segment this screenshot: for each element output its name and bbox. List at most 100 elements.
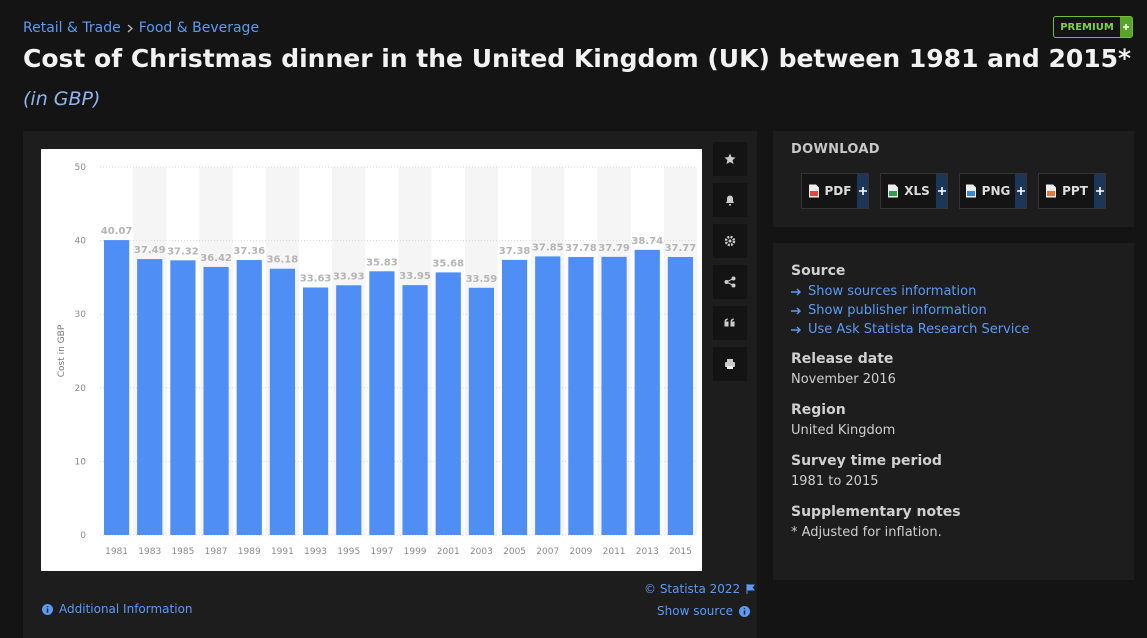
file-badge: [889, 191, 898, 196]
value-label: 33.63: [300, 273, 332, 284]
detail-text: November 2016: [791, 372, 896, 387]
value-label: 40.07: [101, 226, 133, 237]
value-label: 38.74: [631, 236, 663, 247]
share-button[interactable]: [713, 265, 747, 299]
bar: [269, 268, 296, 535]
badge-plus: [1120, 17, 1132, 37]
plus-shape: [1095, 187, 1104, 195]
bar: [236, 260, 262, 535]
button-label: PNG: [981, 184, 1011, 198]
detail-text: * Adjusted for inflation.: [791, 525, 942, 540]
value-label: 37.77: [665, 243, 697, 254]
print-button[interactable]: [713, 347, 747, 381]
y-tick-label: 20: [75, 384, 87, 394]
breadcrumb: Retail & Trade Food & Beverage: [23, 20, 259, 36]
x-tick-label: 1987: [205, 547, 228, 557]
cite-button[interactable]: [713, 306, 747, 340]
badge-text: PREMIUM: [1060, 21, 1114, 33]
copyright-text: © Statista 2022: [644, 582, 741, 596]
value-label: 37.49: [134, 245, 166, 256]
source-link[interactable]: Use Ask Statista Research Service: [791, 322, 1030, 337]
arrow-icon: [791, 307, 801, 314]
x-tick-label: 1993: [304, 547, 327, 557]
value-label: 36.18: [267, 255, 299, 266]
bar: [137, 259, 163, 535]
button-label-wrap: PDF: [802, 174, 857, 208]
chart-tools: [713, 142, 747, 388]
breadcrumb-link[interactable]: Food & Beverage: [138, 20, 260, 36]
button-plus: [1015, 174, 1026, 208]
x-tick-label: 1999: [404, 547, 427, 557]
bar: [336, 285, 362, 535]
settings-button[interactable]: [713, 224, 747, 258]
y-tick-label: 30: [75, 310, 87, 320]
x-tick-label: 2007: [536, 547, 559, 557]
chart: 0 10 20 30 40 50 Cost in GBP 1981 40.07 1983 37.49…: [57, 163, 697, 557]
source-link[interactable]: Show publisher information: [791, 303, 1030, 318]
x-tick-label: 2005: [503, 547, 526, 557]
chevron: [127, 24, 133, 32]
arrow-shape: [791, 288, 801, 295]
notify-button[interactable]: [713, 183, 747, 217]
download-button[interactable]: PDF: [801, 173, 869, 209]
button-label: XLS: [904, 184, 930, 198]
bar: [103, 240, 130, 535]
source-link-text: Show publisher information: [808, 303, 987, 318]
chart-box: 0 10 20 30 40 50 Cost in GBP 1981 40.07 1983 37.49…: [41, 149, 702, 571]
source-links: Show sources information Show publisher i…: [791, 284, 1030, 337]
x-tick-label: 2015: [669, 547, 692, 557]
plus-icon: [1095, 187, 1104, 195]
value-label: 37.78: [565, 243, 597, 254]
breadcrumb-link[interactable]: Retail & Trade: [23, 20, 121, 36]
download-heading: DOWNLOAD: [791, 142, 880, 157]
file-icon: [1046, 184, 1057, 198]
download-button[interactable]: XLS: [880, 173, 948, 209]
source-link[interactable]: Show sources information: [791, 284, 1030, 299]
details: Source Show sources information Show publ…: [791, 263, 1030, 555]
show-source[interactable]: Show source: [657, 604, 751, 618]
value-label: 36.42: [200, 253, 232, 264]
bar: [568, 256, 594, 535]
bar: [170, 260, 196, 535]
bar: [634, 249, 660, 535]
plus-icon: [937, 187, 946, 195]
plus-icon: [1016, 187, 1025, 195]
button-plus: [1094, 174, 1105, 208]
value-label: 33.93: [333, 271, 365, 282]
value-label: 37.79: [598, 243, 630, 254]
detail-heading: Supplementary notes: [791, 504, 961, 520]
plus-shape: [858, 187, 867, 195]
detail-heading: Region: [791, 402, 846, 418]
x-tick-label: 1997: [370, 547, 393, 557]
value-label: 33.95: [399, 271, 431, 282]
button-label-wrap: PPT: [1039, 174, 1094, 208]
source-heading: Source: [791, 263, 846, 279]
y-tick-label: 10: [75, 457, 87, 467]
button-label: PPT: [1062, 184, 1088, 198]
detail-text: United Kingdom: [791, 423, 896, 438]
download-button[interactable]: PPT: [1038, 173, 1106, 209]
x-tick-label: 1989: [238, 547, 261, 557]
plus-shape: [1016, 187, 1025, 195]
bar: [369, 271, 395, 535]
additional-info[interactable]: Additional Information: [42, 602, 193, 616]
detail-heading: Survey time period: [791, 453, 942, 469]
x-tick-label: 2013: [636, 547, 659, 557]
button-label: PDF: [824, 184, 852, 198]
details-panel: [773, 243, 1134, 580]
copyright[interactable]: © Statista 2022: [644, 582, 756, 596]
premium-badge[interactable]: PREMIUM: [1053, 16, 1133, 38]
favorite-button[interactable]: [713, 142, 747, 176]
value-label: 37.85: [532, 242, 564, 253]
x-tick-label: 1983: [138, 547, 161, 557]
x-tick-label: 2009: [569, 547, 592, 557]
y-axis-label: Cost in GBP: [57, 324, 67, 377]
y-tick-label: 0: [80, 531, 86, 541]
value-label: 35.68: [432, 258, 464, 269]
value-label: 33.59: [466, 274, 498, 285]
button-plus: [857, 174, 868, 208]
download-button[interactable]: PNG: [959, 173, 1027, 209]
x-tick-label: 2001: [437, 547, 460, 557]
